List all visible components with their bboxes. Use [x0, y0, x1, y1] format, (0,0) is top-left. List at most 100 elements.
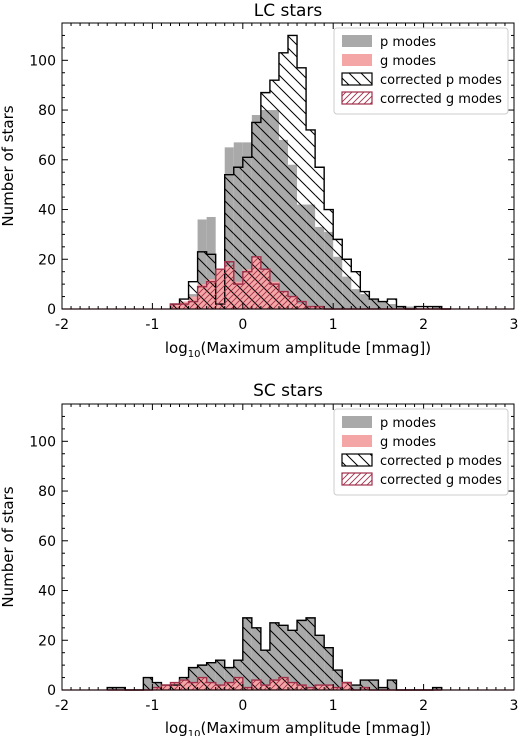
histogram-bar: [170, 682, 180, 690]
histogram-bar: [387, 680, 397, 690]
histogram-bar: [206, 281, 216, 309]
histogram-bar: [432, 687, 442, 690]
series-group: [169, 34, 451, 310]
histogram-bar: [170, 304, 180, 309]
histogram-bar: [242, 617, 252, 690]
histogram-bar: [242, 157, 252, 309]
histogram-bar: [378, 687, 388, 690]
histogram-bar: [107, 687, 117, 690]
histogram-bar: [251, 256, 261, 309]
histogram-bar: [369, 299, 379, 309]
histogram-bar: [306, 306, 316, 309]
histogram-bar: [269, 622, 279, 690]
histogram-bar: [288, 35, 298, 309]
histogram-bar: [161, 685, 171, 690]
histogram-bar: [387, 299, 397, 309]
histogram-bar: [378, 301, 388, 309]
histogram-bar: [324, 209, 334, 309]
legend-box: [333, 27, 509, 115]
histogram-outline: [169, 34, 451, 310]
histogram-bar: [297, 67, 307, 309]
histogram-bar: [315, 167, 325, 309]
histogram-bar: [306, 687, 316, 690]
histogram-bar: [251, 122, 261, 309]
histogram-bar: [288, 296, 298, 309]
histogram-bar: [188, 281, 198, 309]
histogram-bar: [432, 306, 442, 309]
histogram-bar: [315, 635, 325, 690]
histogram-bar: [288, 682, 298, 690]
legend-swatch: [342, 54, 372, 66]
x-tick-label: 1: [329, 317, 338, 333]
x-tick-label: -2: [55, 317, 69, 333]
y-tick-label: 40: [38, 203, 56, 219]
histogram-bar: [242, 687, 252, 690]
histogram-bar: [351, 685, 361, 690]
histogram-bar: [306, 129, 316, 309]
legend-box: [333, 408, 509, 496]
series-hatch-black: [106, 617, 443, 691]
histogram-bar: [215, 660, 225, 690]
histogram-bar: [152, 682, 162, 690]
y-tick-label: 0: [47, 302, 56, 318]
histogram-bar: [396, 306, 406, 309]
y-axis-label: Number of stars: [0, 486, 17, 607]
histogram-bar: [360, 687, 370, 690]
histogram-bar: [297, 620, 307, 690]
x-tick-label: -1: [145, 317, 159, 333]
histogram-bar: [269, 284, 279, 309]
histogram-bar: [324, 685, 334, 690]
histogram-bar: [369, 680, 379, 690]
histogram-bar: [215, 269, 225, 309]
histogram-bar: [269, 680, 279, 690]
chart-title: LC stars: [254, 1, 323, 21]
histogram-bar: [324, 647, 334, 690]
histogram-bar: [315, 306, 325, 309]
legend: p modes g modes corrected p modes corrected…: [333, 408, 509, 496]
histogram-bar: [143, 677, 153, 690]
y-tick-label: 100: [29, 434, 56, 450]
x-tick-label: 0: [238, 317, 247, 333]
legend-swatch: [342, 416, 372, 428]
y-tick-label: 40: [38, 584, 56, 600]
histogram-bar: [188, 301, 198, 309]
histogram-bar: [260, 685, 270, 690]
histogram-bar: [333, 687, 343, 690]
histogram-bar: [278, 677, 288, 690]
histogram-bar: [197, 677, 207, 690]
y-tick-label: 60: [38, 534, 56, 550]
histogram-bar: [197, 286, 207, 309]
y-tick-label: 20: [38, 633, 56, 649]
histogram-bar: [351, 271, 361, 309]
histogram-bar: [197, 251, 207, 309]
series-group: [106, 617, 443, 691]
legend-label: corrected p modes: [380, 73, 502, 88]
legend-label: p modes: [380, 416, 436, 431]
histogram-bar: [242, 271, 252, 309]
histogram-bar: [116, 687, 126, 690]
histogram-bar: [297, 301, 307, 309]
y-tick-label: 80: [38, 484, 56, 500]
histogram-bar: [423, 306, 433, 309]
histogram-bar: [152, 687, 162, 690]
legend-swatch: [341, 453, 373, 467]
histogram-bar: [251, 627, 261, 690]
histogram-bar: [224, 667, 234, 690]
histogram-bar: [260, 269, 270, 309]
legend-swatch: [342, 435, 372, 447]
chart-panel-1: SC stars -2 -1 0 1 2 3 0 20 40 60 80 100 Number of st…: [0, 381, 518, 736]
histogram-bar: [188, 667, 198, 690]
y-tick-label: 100: [29, 53, 56, 69]
histogram-bar: [414, 306, 424, 309]
histogram-bar: [405, 306, 415, 309]
x-tick-label: 2: [419, 698, 428, 714]
y-axis-label: Number of stars: [0, 105, 17, 226]
series-hatch-crimson: [169, 256, 451, 310]
histogram-bar: [288, 630, 298, 690]
x-tick-label: 3: [510, 317, 519, 333]
legend: p modes g modes corrected p modes corrected…: [333, 27, 509, 115]
series-hatch-crimson: [107, 676, 442, 691]
histogram-bar: [278, 52, 288, 310]
histogram-bar: [269, 80, 279, 309]
histogram-bar: [233, 660, 243, 690]
